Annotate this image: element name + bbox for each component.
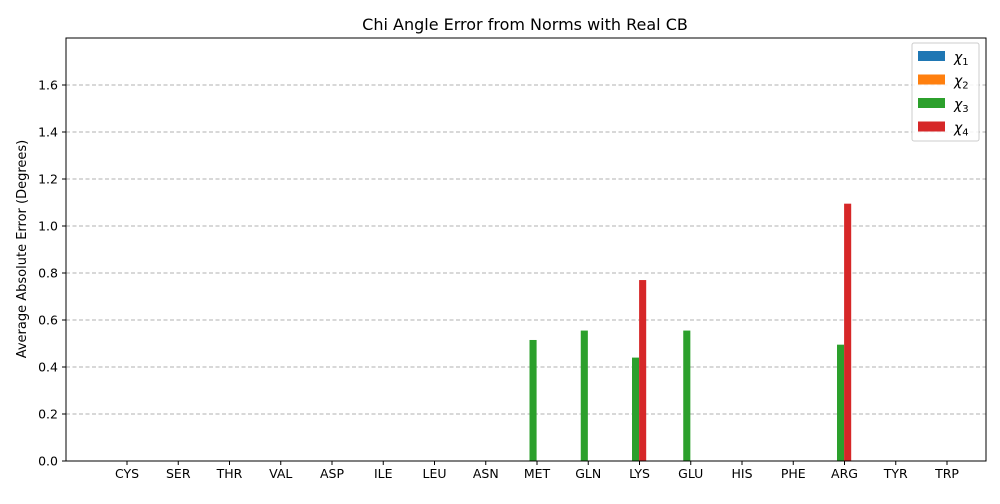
y-axis-ticks: 0.0 0.2 0.4 0.6 0.8 1.0 1.2 1.4 1.6 <box>38 78 66 469</box>
bars <box>529 203 852 462</box>
x-tick-label: ASN <box>473 466 499 481</box>
legend-box <box>911 42 980 142</box>
x-tick-label: ASP <box>320 466 344 481</box>
legend-label: χ4 <box>953 121 969 139</box>
grid-lines <box>66 84 986 415</box>
bar-3-met <box>529 339 537 461</box>
x-tick-label: TYR <box>883 466 908 481</box>
bar-4-lys <box>639 280 647 461</box>
x-tick-label: PHE <box>781 466 806 481</box>
x-tick-label: HIS <box>731 466 752 481</box>
y-tick-label: 1.4 <box>38 125 58 140</box>
y-tick-label: 0.2 <box>38 407 58 422</box>
y-axis-label: Average Absolute Error (Degrees) <box>15 140 30 359</box>
x-tick-label: VAL <box>269 466 292 481</box>
x-tick-label: LYS <box>629 466 650 481</box>
legend-swatch <box>918 98 945 108</box>
x-tick-label: LEU <box>422 466 446 481</box>
x-tick-label: THR <box>216 466 243 481</box>
legend-label: χ2 <box>953 74 969 92</box>
legend-swatch <box>918 51 945 61</box>
x-tick-label: ARG <box>831 466 858 481</box>
plot-frame <box>65 37 987 462</box>
x-tick-label: CYS <box>115 466 139 481</box>
y-tick-label: 0.6 <box>38 313 58 328</box>
chart-title: Chi Angle Error from Norms with Real CB <box>362 15 688 34</box>
bar-4-arg <box>844 203 852 462</box>
y-tick-label: 1.2 <box>38 172 58 187</box>
bar-3-glu <box>683 330 691 461</box>
x-tick-label: TRP <box>934 466 959 481</box>
bar-3-lys <box>632 357 640 461</box>
legend-swatch <box>918 121 945 132</box>
x-tick-label: GLU <box>678 466 703 481</box>
x-tick-label: MET <box>524 466 551 481</box>
legend: χ1 χ2 χ3 χ4 <box>911 42 980 142</box>
y-tick-label: 0.4 <box>38 360 58 375</box>
legend-label: χ3 <box>953 97 969 115</box>
y-tick-label: 0.0 <box>38 454 58 469</box>
x-tick-label: ILE <box>374 466 393 481</box>
x-axis-ticks: CYS SER THR VAL ASP ILE LEU ASN MET GLN LYS GLU HIS P… <box>115 461 959 481</box>
legend-swatch <box>918 74 945 85</box>
bar-3-arg <box>837 344 845 461</box>
x-tick-label: GLN <box>575 466 601 481</box>
y-tick-label: 0.8 <box>38 266 58 281</box>
legend-label: χ1 <box>953 50 969 68</box>
y-tick-label: 1.6 <box>38 78 58 93</box>
x-tick-label: SER <box>166 466 191 481</box>
bar-3-gln <box>580 330 588 461</box>
y-tick-label: 1.0 <box>38 219 58 234</box>
